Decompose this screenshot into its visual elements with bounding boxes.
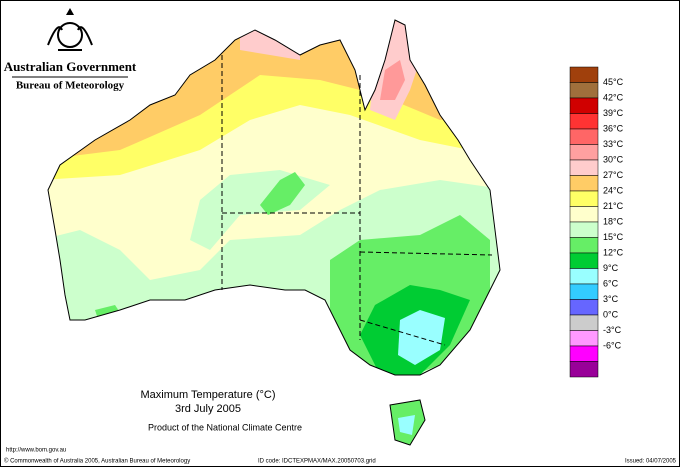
emblem	[47, 8, 93, 51]
legend-label: 30°C	[603, 154, 624, 164]
legend-label: 15°C	[603, 232, 624, 242]
legend-label: 45°C	[603, 77, 624, 87]
legend-swatch	[569, 345, 599, 362]
legend-swatch	[569, 113, 599, 130]
legend-label: 24°C	[603, 185, 624, 195]
legend-label: 33°C	[603, 139, 624, 149]
legend-swatch	[569, 128, 599, 145]
legend-label: 21°C	[603, 201, 624, 211]
legend-label: -6°C	[603, 340, 622, 350]
footer-copyright: © Commonwealth of Australia 2005, Austra…	[4, 458, 190, 465]
government-name: Australian Government	[4, 59, 137, 74]
legend-label: 27°C	[603, 170, 624, 180]
state-borders	[221, 55, 493, 346]
agency-name: Bureau of Meteorology	[16, 80, 125, 92]
legend-swatch	[569, 221, 599, 238]
legend-swatch	[569, 299, 599, 316]
legend-swatch	[569, 82, 599, 99]
legend-label: 9°C	[603, 263, 619, 273]
map-product: Product of the National Climate Centre	[148, 422, 302, 432]
legend-swatch	[569, 97, 599, 114]
legend-swatch	[569, 314, 599, 331]
legend-label: 39°C	[603, 108, 624, 118]
legend-label: -3°C	[603, 325, 622, 335]
tasmania-cold	[398, 415, 415, 435]
legend-label: 18°C	[603, 216, 624, 226]
legend-swatch	[569, 361, 599, 378]
legend-label: 0°C	[603, 309, 619, 319]
legend-label: 36°C	[603, 123, 624, 133]
legend-swatch	[569, 66, 599, 83]
legend-swatch	[569, 144, 599, 161]
legend-swatch	[569, 237, 599, 254]
legend-label: 42°C	[603, 92, 624, 102]
legend-label: 12°C	[603, 247, 624, 257]
legend-swatch	[569, 175, 599, 192]
legend-swatch	[569, 190, 599, 207]
map-title: Maximum Temperature (°C)	[140, 389, 275, 401]
legend-swatch	[569, 159, 599, 176]
legend-swatch	[569, 268, 599, 285]
legend-label: 6°C	[603, 278, 619, 288]
footer-url: http://www.bom.gov.au	[6, 448, 66, 454]
legend: 45°C 42°C 39°C 36°C 33°C 30°C 27°C 24°C 21°C 18°C…	[569, 66, 624, 378]
map-date: 3rd July 2005	[175, 403, 241, 415]
legend-swatch	[569, 206, 599, 223]
footer-issued: Issued: 04/07/2005	[625, 459, 677, 465]
legend-swatch	[569, 252, 599, 269]
legend-label: 3°C	[603, 294, 619, 304]
legend-swatch	[569, 283, 599, 300]
legend-swatch	[569, 330, 599, 347]
footer-id: ID code: IDCTEXPMAX/MAX.20050703.grid	[258, 459, 376, 465]
